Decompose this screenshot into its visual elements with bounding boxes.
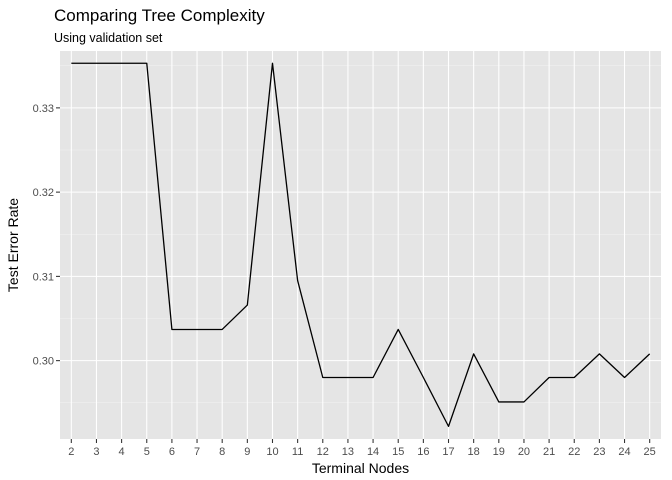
data-point-20 [521,399,526,404]
data-point-23 [597,351,602,356]
data-point-3 [94,61,99,66]
data-point-11 [295,278,300,283]
x-tick-label-17: 17 [442,446,454,458]
y-tick-label-2: 0.32 [33,187,54,199]
x-tick-label-9: 9 [244,446,250,458]
x-tick-label-10: 10 [266,446,278,458]
x-tick-label-24: 24 [618,446,630,458]
x-tick-label-14: 14 [367,446,379,458]
x-tick-label-25: 25 [644,446,656,458]
x-tick-label-4: 4 [119,446,125,458]
y-tick-label-1: 0.31 [33,271,54,283]
data-point-10 [270,61,275,66]
data-point-24 [622,375,627,380]
data-point-2 [69,61,74,66]
series-line-0 [71,62,651,428]
x-tick-label-15: 15 [392,446,404,458]
data-point-18 [471,351,476,356]
data-point-6 [169,327,174,332]
data-point-15 [396,327,401,332]
y-axis-title: Test Error Rate [5,198,21,292]
y-axis: 0.30 0.31 0.32 0.33 [33,103,60,368]
x-tick-label-2: 2 [68,446,74,458]
x-tick-label-23: 23 [593,446,605,458]
x-tick-label-18: 18 [468,446,480,458]
x-tick-label-5: 5 [144,446,150,458]
series-layer [69,61,652,429]
data-point-22 [572,375,577,380]
data-point-14 [371,375,376,380]
x-tick-label-16: 16 [417,446,429,458]
x-tick-label-19: 19 [493,446,505,458]
data-point-21 [547,375,552,380]
chart-subtitle: Using validation set [54,31,163,45]
x-tick-label-21: 21 [543,446,555,458]
x-tick-label-13: 13 [342,446,354,458]
x-tick-label-7: 7 [194,446,200,458]
x-tick-label-3: 3 [93,446,99,458]
data-point-19 [496,399,501,404]
x-tick-label-22: 22 [568,446,580,458]
data-point-5 [144,61,149,66]
data-point-9 [245,303,250,308]
grid-minor [60,65,661,404]
grid-major [60,51,661,439]
data-point-12 [320,375,325,380]
data-point-8 [220,327,225,332]
data-point-7 [195,327,200,332]
x-axis: 2 3 4 5 6 7 8 9 10 11 12 13 14 15 16 17 18 19 20 21 22 23 24 25 [68,439,656,458]
x-axis-title: Terminal Nodes [312,460,409,476]
x-tick-label-12: 12 [317,446,329,458]
data-point-16 [421,375,426,380]
plot-panel [60,51,661,439]
x-tick-label-11: 11 [292,446,303,458]
y-tick-label-3: 0.33 [33,103,54,115]
chart-title: Comparing Tree Complexity [54,6,265,25]
data-point-25 [647,351,652,356]
data-point-13 [345,375,350,380]
y-tick-label-0: 0.30 [33,356,54,368]
x-tick-label-20: 20 [518,446,530,458]
data-point-4 [119,61,124,66]
x-tick-label-8: 8 [219,446,225,458]
x-tick-label-6: 6 [169,446,175,458]
data-point-17 [446,424,451,429]
